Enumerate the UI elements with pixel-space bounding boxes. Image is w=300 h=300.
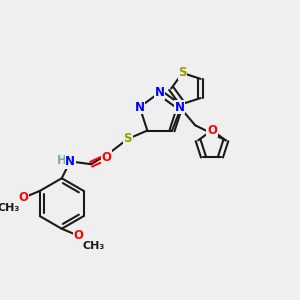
Text: CH₃: CH₃	[82, 241, 104, 250]
Text: N: N	[175, 100, 185, 113]
Text: O: O	[102, 151, 112, 164]
Text: O: O	[74, 229, 84, 242]
Text: CH₃: CH₃	[0, 203, 20, 213]
Text: N: N	[155, 86, 165, 99]
Text: O: O	[207, 124, 217, 137]
Text: S: S	[123, 133, 132, 146]
Text: O: O	[18, 191, 28, 204]
Text: S: S	[178, 67, 187, 80]
Text: N: N	[65, 155, 75, 168]
Text: H: H	[57, 154, 67, 166]
Text: N: N	[135, 100, 145, 113]
